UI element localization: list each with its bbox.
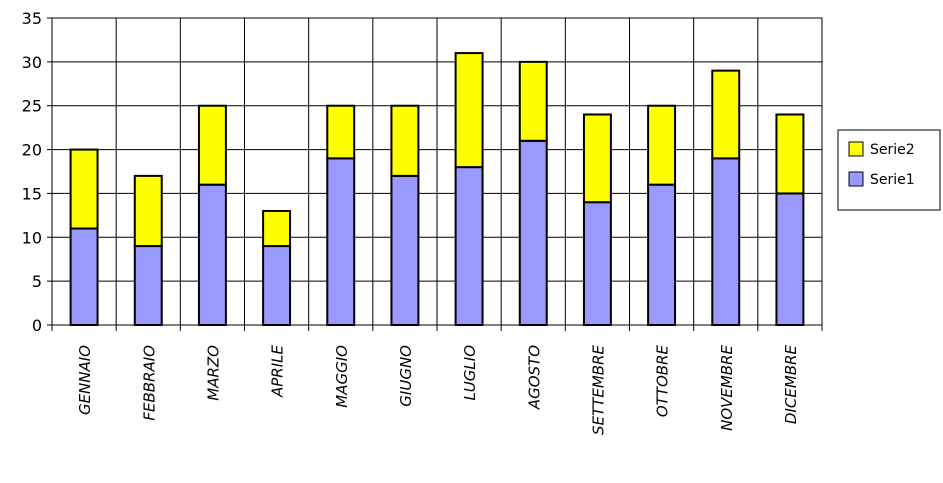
bar-serie1-maggio <box>327 158 354 325</box>
y-tick-label: 35 <box>22 9 42 28</box>
x-tick-label: NOVEMBRE <box>718 344 736 430</box>
bar-serie2-ottobre <box>648 106 675 185</box>
bar-serie1-luglio <box>456 167 483 325</box>
gridlines <box>52 18 822 325</box>
bar-serie1-novembre <box>712 158 739 325</box>
y-tick-label: 20 <box>22 141 42 160</box>
x-tick-label: AGOSTO <box>525 345 543 410</box>
x-tick-label: MARZO <box>204 345 222 401</box>
legend-swatch-serie2 <box>849 142 863 156</box>
x-tick-label: SETTEMBRE <box>589 344 607 434</box>
bar-serie2-febbraio <box>135 176 162 246</box>
y-tick-label: 5 <box>32 272 42 291</box>
x-tick-label: GENNAIO <box>76 345 94 415</box>
x-tick-label: DICEMBRE <box>782 344 800 424</box>
bar-serie2-marzo <box>199 106 226 185</box>
x-tick-label: FEBBRAIO <box>140 345 158 421</box>
legend-label-serie2: Serie2 <box>870 142 915 158</box>
y-axis-ticks: 0 5 10 15 20 25 30 35 <box>22 9 42 335</box>
legend: Serie2 Serie1 <box>838 130 940 210</box>
bar-serie1-agosto <box>520 141 547 325</box>
y-tick-label: 0 <box>32 316 42 335</box>
bar-serie1-gennaio <box>71 229 98 325</box>
axes <box>47 18 822 331</box>
x-tick-label: LUGLIO <box>461 345 479 401</box>
y-tick-label: 25 <box>22 97 42 116</box>
x-tick-label: MAGGIO <box>333 345 351 408</box>
bar-serie1-marzo <box>199 185 226 325</box>
x-tick-label: OTTOBRE <box>654 344 672 417</box>
y-tick-label: 30 <box>22 53 42 72</box>
bar-serie2-giugno <box>391 106 418 176</box>
bar-serie1-ottobre <box>648 185 675 325</box>
legend-swatch-serie1 <box>849 172 863 186</box>
bar-serie2-gennaio <box>71 150 98 229</box>
bar-serie2-maggio <box>327 106 354 159</box>
legend-label-serie1: Serie1 <box>870 172 915 188</box>
bar-serie2-novembre <box>712 71 739 159</box>
x-tick-label: APRILE <box>269 344 287 398</box>
bar-serie2-dicembre <box>776 114 803 193</box>
bar-serie2-aprile <box>263 211 290 246</box>
x-axis-ticks: GENNAIO FEBBRAIO MARZO APRILE MAGGIO GIUGNO LU… <box>76 344 800 434</box>
bar-serie2-luglio <box>456 53 483 167</box>
bar-serie2-settembre <box>584 114 611 202</box>
bar-serie2-agosto <box>520 62 547 141</box>
bar-serie1-settembre <box>584 202 611 325</box>
bar-serie1-aprile <box>263 246 290 325</box>
y-tick-label: 15 <box>22 184 42 203</box>
bar-serie1-dicembre <box>776 193 803 325</box>
bar-serie1-febbraio <box>135 246 162 325</box>
x-tick-label: GIUGNO <box>397 345 415 407</box>
bar-serie1-giugno <box>391 176 418 325</box>
y-tick-label: 10 <box>22 228 42 247</box>
